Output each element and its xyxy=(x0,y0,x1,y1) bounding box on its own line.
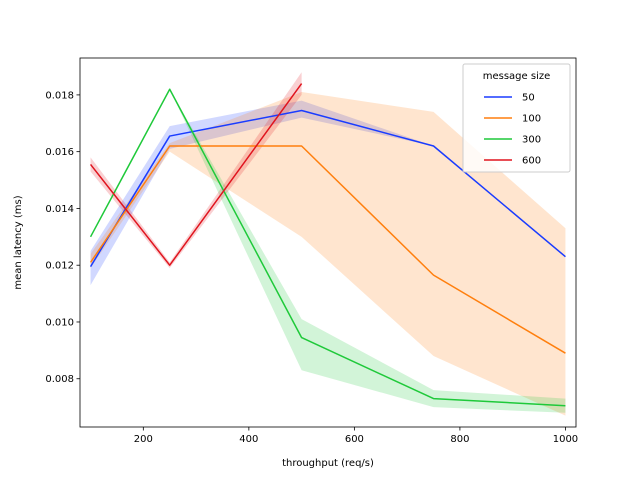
y-tick-label: 0.008 xyxy=(45,374,74,385)
plot-frame xyxy=(79,57,577,428)
legend: message size 50 100 300 600 xyxy=(462,63,571,173)
series-lines xyxy=(89,83,566,407)
x-axis-ticks: 200 400 600 800 1000 xyxy=(134,427,578,445)
legend-box xyxy=(462,63,571,173)
legend-title: message size xyxy=(483,71,551,82)
x-tick-label: 200 xyxy=(134,434,153,445)
y-tick-label: 0.016 xyxy=(45,147,74,158)
x-tick-label: 600 xyxy=(345,434,364,445)
y-tick-label: 0.014 xyxy=(45,204,74,215)
legend-items: 50 100 300 600 xyxy=(484,93,541,167)
series-line-300 xyxy=(89,88,566,407)
series-line-50 xyxy=(89,109,566,268)
legend-label-50: 50 xyxy=(522,93,535,104)
legend-label-300: 300 xyxy=(522,135,541,146)
legend-label-600: 600 xyxy=(522,156,541,167)
x-tick-label: 400 xyxy=(239,434,258,445)
y-tick-label: 0.018 xyxy=(45,90,74,101)
y-tick-label: 0.012 xyxy=(45,261,74,272)
x-axis-label: throughput (req/s) xyxy=(282,458,374,469)
x-tick-label: 800 xyxy=(450,434,469,445)
y-tick-label: 0.010 xyxy=(45,317,74,328)
confidence-band-100 xyxy=(90,92,566,416)
confidence-band-300 xyxy=(90,89,566,413)
y-axis-label: mean latency (ms) xyxy=(13,195,24,289)
series-line-100 xyxy=(89,145,566,354)
legend-label-100: 100 xyxy=(522,114,541,125)
x-tick-label: 1000 xyxy=(553,434,578,445)
series-line-600 xyxy=(89,83,303,266)
y-axis-ticks: 0.008 0.010 0.012 0.014 0.016 0.018 xyxy=(45,90,80,385)
